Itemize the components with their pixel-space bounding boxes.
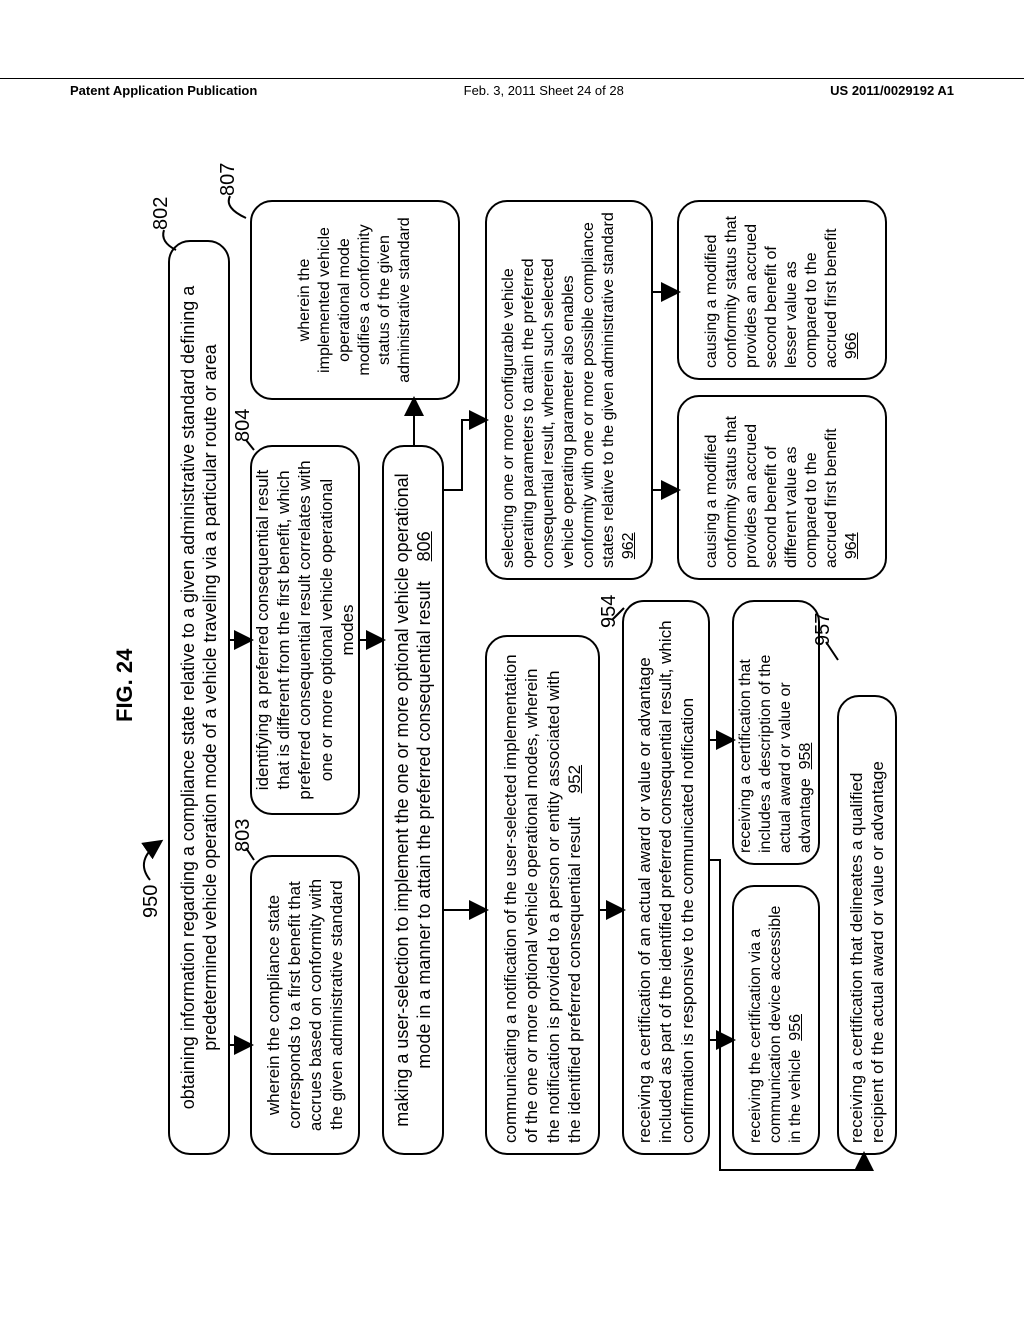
box-804: identifying a preferred consequential re… bbox=[250, 445, 360, 815]
box-807-text: wherein the implemented vehicle operatio… bbox=[295, 212, 415, 388]
box-952: communicating a notification of the user… bbox=[485, 635, 600, 1155]
box-958: receiving a certification that includes … bbox=[732, 600, 820, 865]
box-957: receiving a certification that delineate… bbox=[837, 695, 897, 1155]
header-mid: Feb. 3, 2011 Sheet 24 of 28 bbox=[464, 83, 624, 98]
box-957-text: receiving a certification that delineate… bbox=[846, 707, 889, 1143]
box-956-text: receiving the certification via a commun… bbox=[746, 897, 806, 1143]
diagram-canvas: FIG. 24 950 obtaining information regard… bbox=[112, 140, 912, 1260]
box-954-text: receiving a certification of an actual a… bbox=[634, 612, 698, 1143]
ref-804: 804 bbox=[232, 409, 255, 442]
header-right: US 2011/0029192 A1 bbox=[830, 83, 954, 98]
box-804-text: identifying a preferred consequential re… bbox=[252, 457, 358, 803]
box-803: wherein the compliance state corresponds… bbox=[250, 855, 360, 1155]
box-806-text: making a user-selection to implement the… bbox=[391, 457, 436, 1143]
page-header: Patent Application Publication Feb. 3, 2… bbox=[0, 78, 1024, 108]
box-806: making a user-selection to implement the… bbox=[382, 445, 444, 1155]
box-803-text: wherein the compliance state corresponds… bbox=[263, 867, 348, 1143]
ref-807: 807 bbox=[217, 163, 240, 196]
box-958-text: receiving a certification that includes … bbox=[736, 612, 816, 853]
box-956: receiving the certification via a commun… bbox=[732, 885, 820, 1155]
box-807: wherein the implemented vehicle operatio… bbox=[250, 200, 460, 400]
header-left: Patent Application Publication bbox=[70, 83, 257, 98]
box-954: receiving a certification of an actual a… bbox=[622, 600, 710, 1155]
figure-title: FIG. 24 bbox=[112, 649, 138, 722]
ref-957: 957 bbox=[812, 613, 835, 646]
box-964-text: causing a modified conformity status tha… bbox=[702, 407, 862, 568]
box-962: selecting one or more configurable vehic… bbox=[485, 200, 653, 580]
box-802: obtaining information regarding a compli… bbox=[168, 240, 230, 1155]
box-964: causing a modified conformity status tha… bbox=[677, 395, 887, 580]
ref-950: 950 bbox=[140, 885, 163, 918]
ref-803: 803 bbox=[232, 819, 255, 852]
box-966: causing a modified conformity status tha… bbox=[677, 200, 887, 380]
box-802-text: obtaining information regarding a compli… bbox=[177, 252, 222, 1143]
box-952-text: communicating a notification of the user… bbox=[500, 647, 585, 1143]
ref-954: 954 bbox=[598, 595, 621, 628]
ref-802: 802 bbox=[150, 197, 173, 230]
box-962-text: selecting one or more configurable vehic… bbox=[499, 212, 639, 568]
box-966-text: causing a modified conformity status tha… bbox=[702, 212, 862, 368]
